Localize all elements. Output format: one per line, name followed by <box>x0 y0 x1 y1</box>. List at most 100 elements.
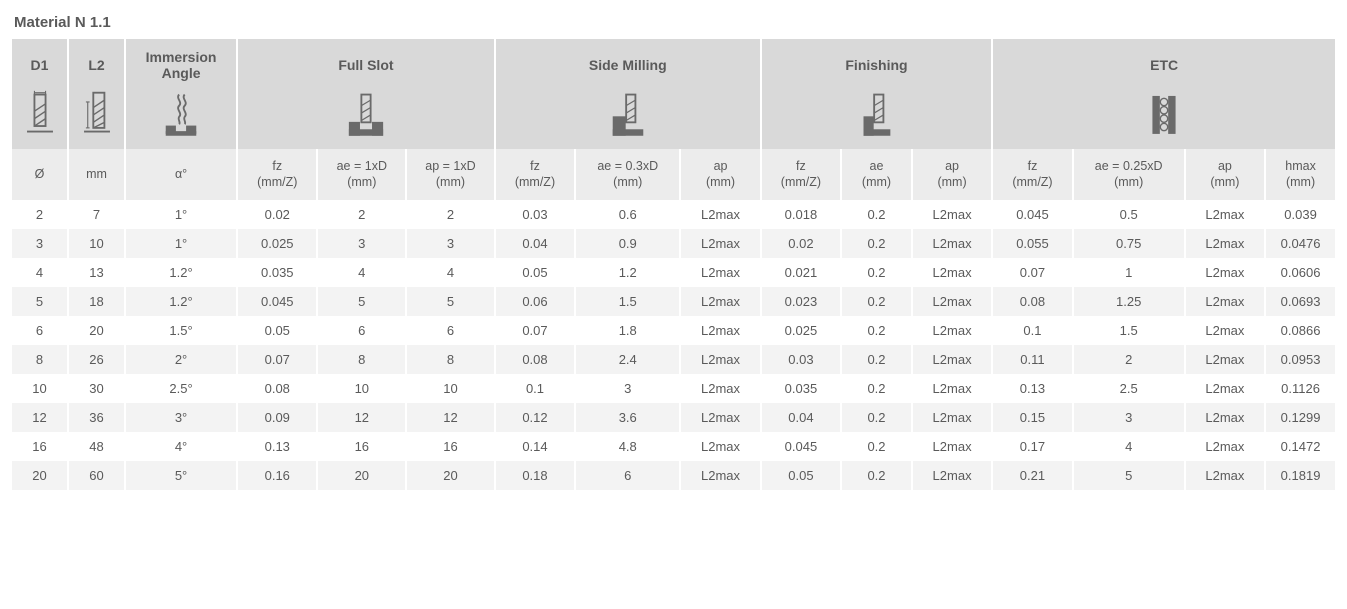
table-cell: 18 <box>69 287 124 316</box>
table-cell: L2max <box>913 403 991 432</box>
table-cell: 0.75 <box>1074 229 1184 258</box>
table-cell: 4 <box>407 258 494 287</box>
table-cell: L2max <box>1186 432 1264 461</box>
table-cell: 0.2 <box>842 345 911 374</box>
table-row: 3101°0.025330.040.9L2max0.020.2L2max0.05… <box>12 229 1335 258</box>
table-cell: 4 <box>12 258 67 287</box>
table-cell: L2max <box>913 316 991 345</box>
sub-header-cell: fz(mm/Z) <box>238 149 316 200</box>
table-cell: 2° <box>126 345 236 374</box>
table-cell: 0.0476 <box>1266 229 1335 258</box>
table-cell: 0.035 <box>762 374 840 403</box>
table-cell: 1° <box>126 229 236 258</box>
table-cell: 0.045 <box>238 287 316 316</box>
table-cell: 5 <box>1074 461 1184 490</box>
table-cell: 0.05 <box>496 258 574 287</box>
table-cell: 0.0866 <box>1266 316 1335 345</box>
sub-header-cell: ae = 0.25xD(mm) <box>1074 149 1184 200</box>
table-cell: L2max <box>681 432 759 461</box>
table-cell: 3 <box>407 229 494 258</box>
table-cell: 0.2 <box>842 374 911 403</box>
table-cell: 10 <box>12 374 67 403</box>
table-row: 10302.5°0.0810100.13L2max0.0350.2L2max0.… <box>12 374 1335 403</box>
table-cell: 0.14 <box>496 432 574 461</box>
table-cell: L2max <box>1186 287 1264 316</box>
table-cell: 16 <box>318 432 405 461</box>
table-cell: 0.07 <box>496 316 574 345</box>
table-row: 6201.5°0.05660.071.8L2max0.0250.2L2max0.… <box>12 316 1335 345</box>
sub-header-cell: ap(mm) <box>681 149 759 200</box>
table-cell: 0.13 <box>238 432 316 461</box>
table-cell: 4 <box>318 258 405 287</box>
table-cell: 6 <box>576 461 679 490</box>
table-cell: 0.1299 <box>1266 403 1335 432</box>
table-cell: 2 <box>12 200 67 229</box>
table-cell: 2 <box>407 200 494 229</box>
table-cell: L2max <box>913 287 991 316</box>
table-cell: L2max <box>913 345 991 374</box>
table-cell: 36 <box>69 403 124 432</box>
group-icon-row <box>12 85 1335 149</box>
table-cell: 4.8 <box>576 432 679 461</box>
table-cell: 3 <box>318 229 405 258</box>
table-cell: 20 <box>407 461 494 490</box>
table-cell: 0.9 <box>576 229 679 258</box>
table-cell: 0.07 <box>238 345 316 374</box>
table-cell: 0.2 <box>842 258 911 287</box>
table-cell: 10 <box>407 374 494 403</box>
table-cell: 10 <box>318 374 405 403</box>
table-cell: 0.04 <box>496 229 574 258</box>
table-cell: 0.13 <box>993 374 1071 403</box>
table-cell: L2max <box>1186 258 1264 287</box>
table-cell: 0.035 <box>238 258 316 287</box>
table-cell: 16 <box>407 432 494 461</box>
table-cell: 1.5° <box>126 316 236 345</box>
table-cell: L2max <box>913 461 991 490</box>
table-row: 8262°0.07880.082.4L2max0.030.2L2max0.112… <box>12 345 1335 374</box>
sub-header-cell: hmax(mm) <box>1266 149 1335 200</box>
table-cell: 5 <box>12 287 67 316</box>
table-cell: 0.2 <box>842 403 911 432</box>
table-cell: 6 <box>12 316 67 345</box>
table-cell: 8 <box>407 345 494 374</box>
table-cell: L2max <box>681 200 759 229</box>
table-cell: 2.5 <box>1074 374 1184 403</box>
table-cell: 0.02 <box>762 229 840 258</box>
table-cell: L2max <box>1186 374 1264 403</box>
sub-header-cell: ap(mm) <box>913 149 991 200</box>
table-cell: 0.6 <box>576 200 679 229</box>
table-cell: 0.2 <box>842 287 911 316</box>
table-cell: L2max <box>1186 229 1264 258</box>
table-cell: 0.018 <box>762 200 840 229</box>
sub-header-cell: ae(mm) <box>842 149 911 200</box>
table-cell: 8 <box>318 345 405 374</box>
etc-icon <box>1145 89 1183 139</box>
table-cell: L2max <box>1186 403 1264 432</box>
table-cell: 2.4 <box>576 345 679 374</box>
table-cell: 0.1 <box>496 374 574 403</box>
table-cell: 4° <box>126 432 236 461</box>
table-cell: 30 <box>69 374 124 403</box>
sub-header-cell: ae = 1xD(mm) <box>318 149 405 200</box>
table-cell: 0.045 <box>762 432 840 461</box>
table-cell: 13 <box>69 258 124 287</box>
sub-header-cell: mm <box>69 149 124 200</box>
group-d1-label: D1 <box>12 39 67 85</box>
table-cell: 3 <box>12 229 67 258</box>
table-cell: 1.25 <box>1074 287 1184 316</box>
table-row: 271°0.02220.030.6L2max0.0180.2L2max0.045… <box>12 200 1335 229</box>
group-immersion-label: Immersion Angle <box>126 39 236 85</box>
table-cell: 0.08 <box>993 287 1071 316</box>
group-l2-label: L2 <box>69 39 124 85</box>
table-row: 12363°0.0912120.123.6L2max0.040.2L2max0.… <box>12 403 1335 432</box>
table-cell: 0.08 <box>496 345 574 374</box>
table-cell: L2max <box>681 287 759 316</box>
table-cell: 1.5 <box>576 287 679 316</box>
table-cell: L2max <box>681 374 759 403</box>
table-cell: 0.03 <box>496 200 574 229</box>
table-cell: 0.023 <box>762 287 840 316</box>
table-cell: 48 <box>69 432 124 461</box>
table-cell: L2max <box>681 345 759 374</box>
table-cell: 0.025 <box>238 229 316 258</box>
table-cell: 0.04 <box>762 403 840 432</box>
